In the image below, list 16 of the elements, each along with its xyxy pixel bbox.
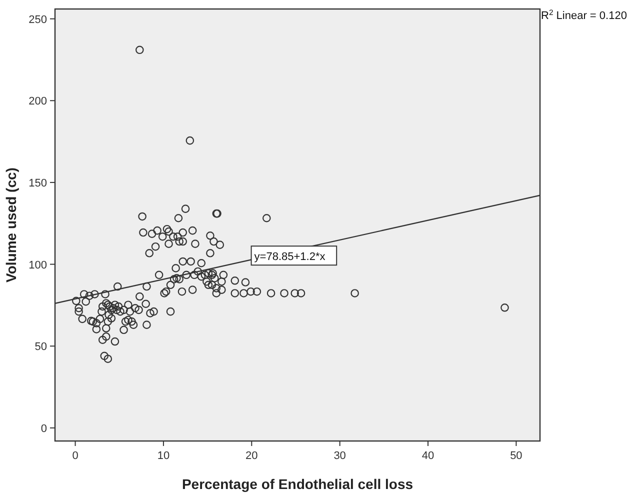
y-axis-title: Volume used (cc): [3, 168, 19, 282]
annotation: y=78.85+1.2*x: [254, 251, 326, 264]
y-tick-label: 50: [34, 341, 47, 354]
x-tick-label: 50: [510, 450, 522, 462]
y-tick-label: 250: [28, 14, 47, 26]
y-tick-label: 0: [40, 422, 47, 435]
x-tick-label: 30: [334, 450, 346, 462]
x-tick-label: 10: [157, 450, 170, 462]
x-tick-label: 40: [422, 450, 434, 462]
x-tick-label: 20: [246, 450, 258, 462]
x-tick-label: 0: [72, 450, 78, 462]
y-tick-label: 200: [28, 96, 47, 108]
text: R$^{2}$ Linear = 0.120: [541, 8, 627, 22]
x-axis-title: Percentage of Endothelial cell loss: [182, 476, 414, 492]
y-tick-label: 100: [28, 259, 47, 272]
y-tick-label: 150: [28, 177, 47, 190]
